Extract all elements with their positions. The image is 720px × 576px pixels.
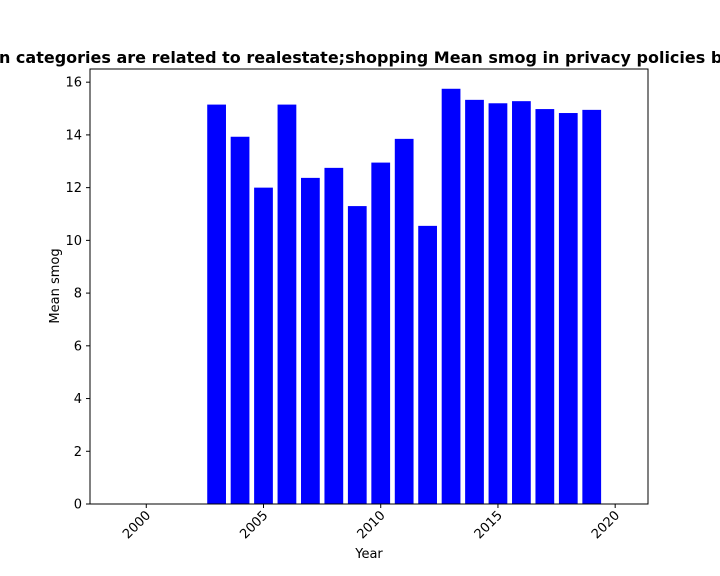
bar-2005	[254, 187, 273, 505]
bar-2019	[582, 109, 602, 504]
y-axis: 0 2 4 6 8 10 12 14 16	[65, 76, 90, 513]
x-tick-label-2020: 2020	[589, 508, 623, 542]
y-tick-label-4: 4	[74, 392, 82, 407]
bar-2016	[512, 101, 531, 504]
bar-2013	[441, 88, 461, 504]
y-tick-label-14: 14	[65, 128, 82, 143]
bar-2003	[207, 104, 226, 504]
y-tick-label-8: 8	[74, 287, 82, 302]
x-axis: 2000 2005 2010 2015 2020	[120, 504, 623, 542]
y-tick-label-6: 6	[74, 339, 82, 354]
x-tick-label-2005: 2005	[237, 508, 271, 542]
bar-2018	[558, 113, 578, 504]
y-tick-label-2: 2	[74, 445, 82, 460]
bar-2015	[488, 103, 508, 504]
y-tick-label-12: 12	[65, 181, 82, 196]
bar-2014	[465, 99, 484, 504]
bar-2011	[394, 138, 414, 504]
bar-2006	[277, 104, 297, 504]
bars-group	[207, 88, 602, 505]
plot-frame	[89, 68, 649, 505]
bar-2007	[301, 177, 320, 504]
chart-title: Domain categories are related to realest…	[0, 48, 720, 67]
bar-2010	[371, 162, 391, 504]
x-tick-label-2010: 2010	[355, 508, 389, 542]
bar-2008	[324, 167, 344, 504]
x-tick-label-2015: 2015	[472, 508, 506, 542]
x-axis-label: Year	[354, 547, 383, 562]
bar-2012	[418, 225, 437, 504]
x-tick-label-2000: 2000	[120, 508, 154, 542]
y-tick-label-0: 0	[74, 498, 82, 513]
y-tick-label-10: 10	[65, 234, 82, 249]
bar-2009	[347, 206, 367, 504]
bar-2017	[535, 109, 555, 504]
y-axis-label: Mean smog	[48, 248, 63, 323]
bar-2004	[230, 136, 250, 504]
y-tick-label-16: 16	[65, 76, 82, 91]
